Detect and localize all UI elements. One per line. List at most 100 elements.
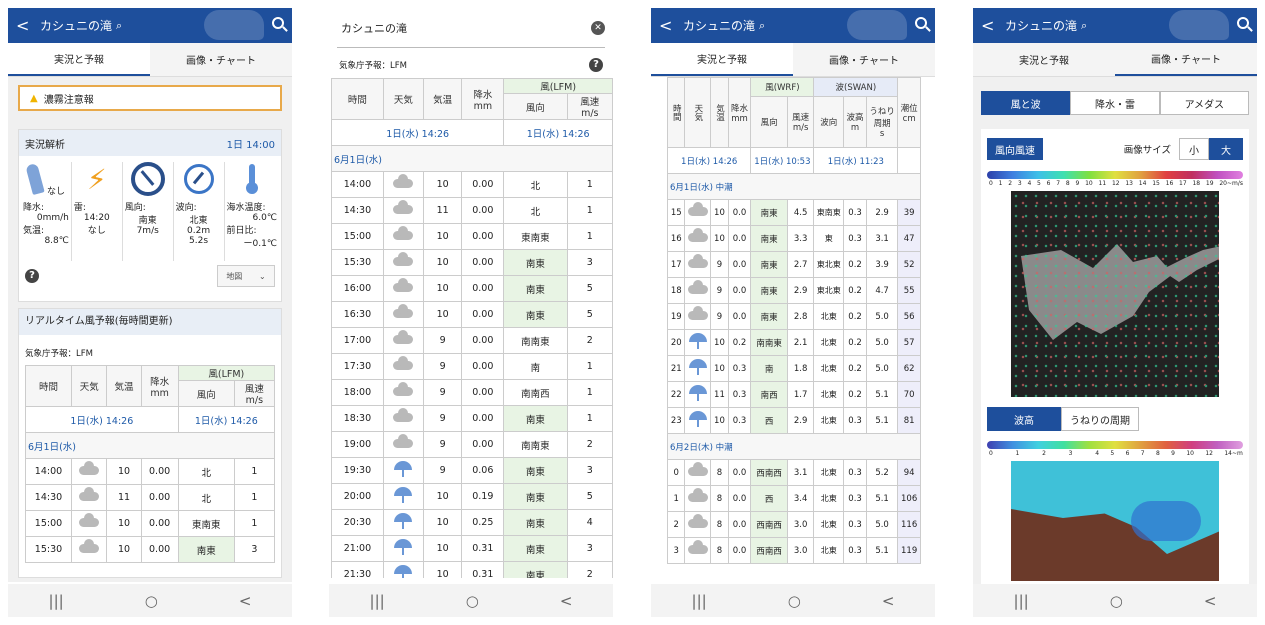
- tab-bar: 実況と予報 画像・チャート: [973, 43, 1257, 77]
- warning-badge[interactable]: ▲ 濃霧注意報: [18, 85, 282, 111]
- cell-tide: 119: [897, 537, 921, 564]
- cell-wind-speed: 4: [566, 509, 613, 536]
- cell-temp: 9: [710, 303, 729, 330]
- wave-map-image[interactable]: [1011, 461, 1219, 581]
- scale-label: 1: [998, 180, 1003, 187]
- cell-swell: 5.1: [865, 485, 899, 512]
- wind-direction-speed-button[interactable]: 風向風速: [987, 138, 1043, 160]
- table-row: 0 8 0.0 西南西 3.1 北東 0.3 5.2 94: [666, 459, 921, 486]
- scale-label: 16: [1165, 180, 1174, 187]
- search-icon[interactable]: [1237, 17, 1249, 29]
- clip-icon[interactable]: ⌕: [1081, 18, 1088, 32]
- map-select[interactable]: 地図 ⌄: [217, 265, 275, 287]
- cell-time: 15:30: [331, 249, 384, 276]
- home-icon[interactable]: ○: [144, 591, 158, 610]
- cell-wind-dir: 北: [177, 484, 235, 511]
- search-title[interactable]: カシュニの滝: [341, 21, 407, 35]
- back-icon[interactable]: <: [981, 16, 995, 35]
- cell-wind-speed: 2.8: [786, 303, 815, 330]
- th-temp: 気温: [710, 77, 729, 148]
- tab-forecast[interactable]: 実況と予報: [651, 43, 793, 76]
- whale-logo-icon: [847, 10, 907, 40]
- cell-weather: [382, 457, 424, 484]
- cell-wind-speed: 1.8: [786, 355, 815, 382]
- cell-time: 15:00: [25, 510, 72, 537]
- cell-weather: [382, 483, 424, 510]
- wind-scale-labels: 0 1 2 3 4 5 6 7 8 9 10 11 12 13 14 15 16 17 18 19 20~m/s: [987, 180, 1243, 187]
- cell-precip: 0.2: [727, 329, 752, 356]
- umbrella-icon: なし: [23, 162, 69, 198]
- cell-weather: [382, 197, 424, 224]
- clip-icon[interactable]: ⌕: [116, 18, 123, 32]
- back-nav-icon[interactable]: <: [1203, 591, 1217, 610]
- cell-wind-dir: 東南東: [503, 223, 568, 250]
- back-icon[interactable]: <: [659, 16, 673, 35]
- clip-icon[interactable]: ⌕: [759, 18, 766, 32]
- issued-time-1: 1日(水) 14:26: [666, 147, 752, 174]
- analysis-time: 1日 14:00: [226, 139, 275, 151]
- cell-wind-dir: 南西: [750, 381, 788, 408]
- cell-wind-speed: 1: [233, 484, 276, 511]
- tab-forecast[interactable]: 実況と予報: [8, 43, 150, 76]
- back-nav-icon[interactable]: <: [238, 591, 252, 610]
- cell-wind-speed: 2.1: [786, 329, 815, 356]
- cell-precip: 0.00: [461, 431, 505, 458]
- swell-period-button[interactable]: うねりの周期: [1061, 407, 1139, 431]
- back-icon[interactable]: <: [16, 16, 30, 35]
- recent-apps-icon[interactable]: |||: [369, 591, 385, 610]
- wind-map-image[interactable]: [1011, 191, 1219, 397]
- seg-precip-thunder[interactable]: 降水・雷: [1070, 91, 1160, 115]
- scale-label: 13: [1125, 180, 1133, 187]
- back-nav-icon[interactable]: <: [559, 591, 573, 610]
- help-icon[interactable]: ?: [589, 58, 603, 72]
- recent-apps-icon[interactable]: |||: [48, 591, 64, 610]
- rain-umbrella-icon: [394, 538, 413, 556]
- tab-forecast[interactable]: 実況と予報: [973, 43, 1115, 76]
- scale-label: 14~m: [1224, 450, 1243, 457]
- close-icon[interactable]: ✕: [591, 20, 605, 35]
- sea-temp-value: 6.0℃: [252, 213, 277, 223]
- recent-apps-icon[interactable]: |||: [1013, 591, 1029, 610]
- back-nav-icon[interactable]: <: [881, 591, 895, 610]
- scale-label: 1: [1015, 450, 1020, 457]
- tab-image-chart[interactable]: 画像・チャート: [186, 56, 256, 67]
- tab-image-chart[interactable]: 画像・チャート: [829, 56, 899, 67]
- wave-period: 5.2s: [189, 236, 209, 246]
- cell-wind-speed: 3.1: [786, 459, 815, 486]
- cell-weather: [684, 511, 712, 538]
- thunder-label: 雷:: [73, 203, 86, 213]
- help-icon[interactable]: ?: [25, 269, 39, 283]
- tab-image-chart[interactable]: 画像・チャート: [1115, 43, 1257, 76]
- cell-temp: 10: [710, 329, 729, 356]
- cell-time: 16:30: [331, 301, 384, 328]
- cell-wind-dir: 北: [503, 171, 568, 198]
- scale-label: 5: [1110, 450, 1115, 457]
- size-small-button[interactable]: 小: [1179, 138, 1209, 160]
- lfm-rows-1: 14:00 10 0.00 北 1 14:30 11 0.00 北 1 15:00 10 0.00 東南東…: [25, 458, 276, 563]
- seg-amedas[interactable]: アメダス: [1159, 91, 1249, 115]
- recent-apps-icon[interactable]: |||: [691, 591, 707, 610]
- wave-label: 波向:: [175, 203, 197, 213]
- search-icon[interactable]: [272, 17, 284, 29]
- cell-time: 23: [666, 407, 686, 434]
- cell-wind-dir: 南南西: [503, 379, 568, 406]
- cell-precip: 0.31: [461, 561, 505, 578]
- home-icon[interactable]: ○: [465, 591, 479, 610]
- table-row: 21:00 10 0.31 南東 3: [331, 535, 613, 562]
- cell-wave-dir: 北東: [813, 459, 845, 486]
- table-row: 16:30 10 0.00 南東 5: [331, 301, 613, 328]
- table-row: 21:30 10 0.31 南東 2: [331, 561, 613, 578]
- wave-height-button[interactable]: 波高: [987, 407, 1061, 431]
- size-large-button[interactable]: 大: [1209, 138, 1243, 160]
- scale-label: 10: [1085, 180, 1093, 187]
- cell-temp: 10: [422, 171, 463, 198]
- cell-wind-speed: 1: [233, 458, 276, 485]
- seg-wind-wave[interactable]: 風と波: [981, 91, 1071, 115]
- scale-label: 9: [1075, 180, 1080, 187]
- search-icon[interactable]: [915, 17, 927, 29]
- cell-wind-dir: 南東: [503, 249, 568, 276]
- cell-time: 15: [666, 199, 686, 226]
- home-icon[interactable]: ○: [1109, 591, 1123, 610]
- cell-time: 22: [666, 381, 686, 408]
- home-icon[interactable]: ○: [787, 591, 801, 610]
